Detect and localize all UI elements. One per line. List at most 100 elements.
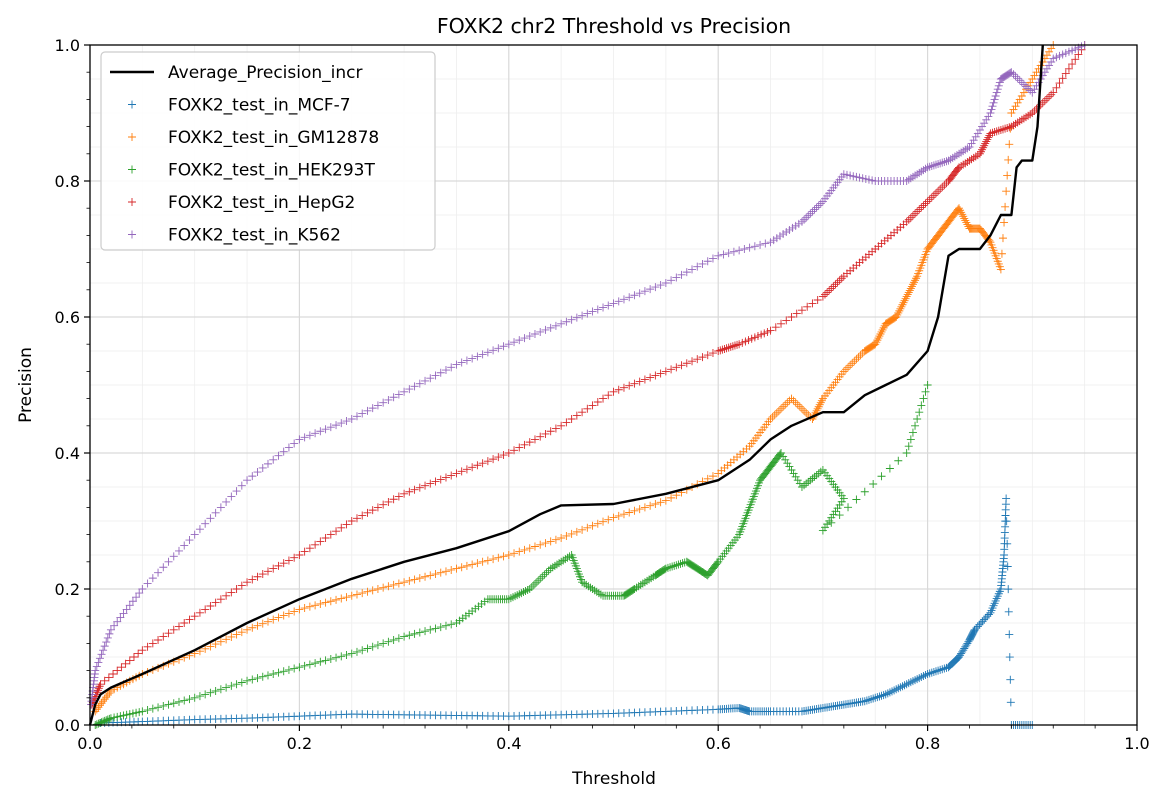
- data-point: [326, 655, 335, 664]
- x-tick-label: 0.2: [287, 734, 312, 753]
- data-point: [164, 700, 173, 709]
- data-point: [447, 363, 456, 372]
- data-point: [614, 511, 623, 520]
- data-point: [714, 251, 723, 260]
- data-point: [661, 564, 670, 573]
- data-point: [969, 136, 978, 145]
- data-point: [269, 564, 278, 573]
- data-point: [295, 551, 304, 559]
- data-point: [768, 412, 777, 421]
- data-point: [1006, 675, 1015, 684]
- data-point: [405, 576, 414, 585]
- data-point: [352, 590, 361, 599]
- series-FOXK2_test_in_HEK293T: [91, 381, 932, 729]
- data-point: [468, 463, 477, 472]
- data-point: [1005, 653, 1014, 662]
- data-point: [619, 295, 628, 304]
- data-point: [756, 240, 765, 249]
- data-point: [869, 694, 878, 703]
- data-point: [906, 174, 915, 183]
- data-point: [872, 338, 881, 347]
- data-point: [441, 621, 450, 630]
- data-point: [609, 387, 618, 396]
- data-point: [494, 553, 503, 562]
- data-point: [332, 421, 341, 430]
- data-point: [478, 459, 487, 468]
- data-point: [695, 565, 704, 574]
- data-point: [703, 257, 712, 266]
- data-point: [991, 92, 1000, 100]
- data-point: [206, 602, 215, 610]
- data-point: [789, 396, 798, 405]
- data-point: [1042, 64, 1051, 73]
- data-point: [781, 455, 790, 464]
- data-point: [797, 483, 806, 491]
- data-point: [766, 415, 775, 423]
- data-point: [594, 589, 603, 598]
- data-point: [410, 382, 419, 391]
- data-point: [827, 518, 836, 527]
- data-point: [975, 620, 984, 629]
- data-point: [877, 472, 886, 481]
- plot-frame: [89, 44, 1138, 726]
- data-point: [263, 567, 272, 576]
- data-point: [436, 475, 445, 484]
- data-point: [384, 582, 393, 591]
- data-point: [431, 477, 440, 486]
- data-point: [1077, 42, 1086, 51]
- data-point: [698, 353, 707, 362]
- data-point: [800, 215, 809, 224]
- data-point: [593, 305, 602, 314]
- data-point: [148, 574, 157, 583]
- data-point: [103, 715, 112, 724]
- data-point: [525, 332, 534, 341]
- data-point: [908, 172, 917, 181]
- data-point: [452, 564, 461, 573]
- data-point: [337, 594, 346, 603]
- data-point: [129, 653, 138, 661]
- data-point: [332, 527, 341, 536]
- data-point: [1071, 55, 1080, 64]
- data-point: [321, 656, 330, 665]
- legend-label: FOXK2_test_in_HEK293T: [168, 161, 375, 181]
- data-point: [740, 245, 749, 253]
- data-point: [180, 541, 189, 550]
- data-point: [813, 404, 822, 413]
- data-point: [499, 342, 508, 351]
- data-point: [421, 481, 430, 490]
- data-point: [122, 710, 131, 719]
- data-point: [206, 642, 215, 651]
- data-point: [978, 617, 987, 626]
- data-point: [802, 408, 811, 417]
- data-point: [912, 274, 921, 283]
- data-point: [552, 560, 561, 569]
- data-point: [688, 357, 697, 366]
- data-point: [562, 317, 571, 326]
- data-point: [925, 195, 934, 204]
- data-point: [640, 375, 649, 384]
- data-point: [284, 556, 293, 565]
- data-point: [897, 302, 906, 311]
- data-point: [958, 210, 967, 219]
- data-point: [1004, 155, 1013, 164]
- data-point: [915, 205, 924, 214]
- x-tick-label: 0.8: [915, 734, 940, 753]
- data-point: [269, 615, 278, 624]
- data-point: [831, 280, 840, 289]
- data-point: [906, 284, 915, 293]
- data-point: [625, 508, 634, 517]
- data-point: [515, 590, 524, 599]
- data-point: [942, 179, 951, 188]
- data-point: [860, 697, 869, 706]
- data-point: [911, 171, 920, 180]
- data-point: [862, 696, 871, 705]
- data-point: [1047, 44, 1056, 53]
- data-point: [138, 585, 147, 593]
- data-point: [227, 492, 236, 501]
- data-point: [93, 686, 102, 695]
- data-point: [888, 315, 897, 324]
- data-point: [813, 296, 822, 304]
- data-point: [1061, 49, 1070, 58]
- data-point: [290, 607, 299, 616]
- data-point: [934, 160, 943, 168]
